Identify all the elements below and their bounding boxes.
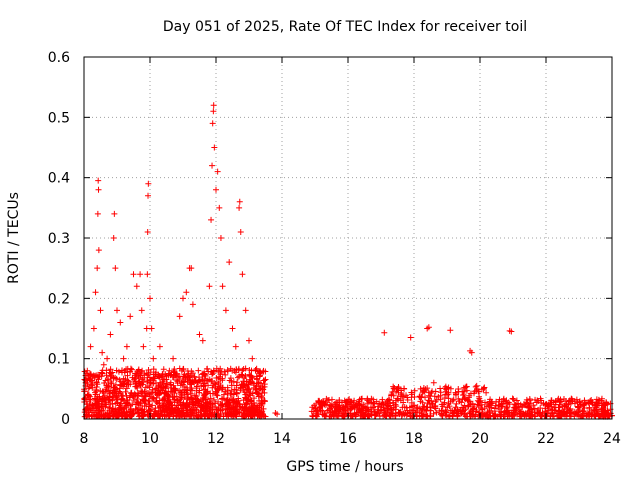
- data-point: [124, 344, 130, 350]
- data-point: [210, 108, 216, 114]
- data-point: [183, 289, 189, 295]
- data-point: [223, 307, 229, 313]
- grid-lines: [84, 57, 612, 419]
- data-point: [200, 338, 206, 344]
- data-point: [381, 330, 387, 336]
- x-tick-label: 24: [603, 431, 621, 447]
- data-point: [246, 338, 252, 344]
- data-point: [144, 271, 150, 277]
- data-point: [170, 356, 176, 362]
- data-point: [96, 247, 102, 253]
- data-point: [216, 205, 222, 211]
- data-point: [218, 235, 224, 241]
- data-point: [408, 394, 414, 400]
- data-point: [190, 301, 196, 307]
- data-point: [111, 235, 117, 241]
- data-point: [101, 362, 107, 368]
- data-point: [98, 307, 104, 313]
- data-point: [249, 356, 255, 362]
- data-point: [99, 350, 105, 356]
- data-point: [134, 283, 140, 289]
- data-point: [127, 313, 133, 319]
- data-point: [95, 178, 101, 184]
- data-point: [233, 344, 239, 350]
- x-tick-label: 14: [273, 431, 291, 447]
- data-point: [213, 187, 219, 193]
- data-point: [91, 326, 97, 332]
- data-point: [237, 199, 243, 205]
- data-point: [238, 229, 244, 235]
- data-point: [139, 307, 145, 313]
- data-point: [114, 307, 120, 313]
- y-tick-label: 0.4: [48, 171, 70, 187]
- data-point: [431, 380, 437, 386]
- data-point: [197, 332, 203, 338]
- data-point: [111, 211, 117, 217]
- data-point: [177, 313, 183, 319]
- data-point: [112, 265, 118, 271]
- data-point: [157, 344, 163, 350]
- data-point: [104, 356, 110, 362]
- data-point: [243, 307, 249, 313]
- roti-scatter-chart: 8 10 12 14 16 18 20 22 24 0 0.1 0.2 0.3 0.4 0.5 0.6 Da…: [0, 0, 640, 480]
- data-point: [93, 289, 99, 295]
- y-tick-label: 0.2: [48, 291, 70, 307]
- data-point: [88, 344, 94, 350]
- x-axis-title: GPS time / hours: [286, 459, 403, 475]
- data-point: [195, 368, 201, 374]
- chart-title: Day 051 of 2025, Rate Of TEC Index for r…: [163, 19, 527, 35]
- data-point: [211, 102, 217, 108]
- data-point: [117, 319, 123, 325]
- data-point: [329, 397, 335, 403]
- y-tick-label: 0.3: [48, 231, 70, 247]
- data-point: [114, 376, 120, 382]
- data-point: [161, 366, 167, 372]
- data-point: [208, 217, 214, 223]
- data-point: [236, 205, 242, 211]
- x-tick-label: 16: [339, 431, 357, 447]
- data-point: [474, 383, 480, 389]
- x-tick-label: 22: [537, 431, 555, 447]
- data-point: [408, 335, 414, 341]
- data-point: [180, 295, 186, 301]
- x-tick-label: 20: [471, 431, 489, 447]
- y-axis-title: ROTI / TECUs: [6, 192, 22, 284]
- x-tick-labels: 8 10 12 14 16 18 20 22 24: [80, 431, 621, 447]
- x-tick-label: 12: [207, 431, 225, 447]
- data-point: [149, 326, 155, 332]
- data-point: [150, 356, 156, 362]
- x-tick-label: 10: [141, 431, 159, 447]
- data-point: [107, 332, 113, 338]
- data-point: [210, 120, 216, 126]
- data-point: [209, 163, 215, 169]
- data-point: [239, 271, 245, 277]
- y-tick-labels: 0 0.1 0.2 0.3 0.4 0.5 0.6: [48, 50, 70, 428]
- y-tick-label: 0.1: [48, 352, 70, 368]
- y-tick-label: 0.5: [48, 110, 70, 126]
- y-tick-label: 0.6: [48, 50, 70, 66]
- data-point: [206, 283, 212, 289]
- data-point: [510, 396, 516, 402]
- data-point: [140, 344, 146, 350]
- data-point: [437, 386, 443, 392]
- data-point: [94, 265, 100, 271]
- x-tick-label: 18: [405, 431, 423, 447]
- data-point: [147, 295, 153, 301]
- data-point: [220, 283, 226, 289]
- data-point: [137, 271, 143, 277]
- data-point: [121, 356, 127, 362]
- data-point: [226, 259, 232, 265]
- data-point: [131, 271, 137, 277]
- data-point: [607, 401, 613, 407]
- x-tick-label: 8: [80, 431, 89, 447]
- data-point: [96, 187, 102, 193]
- data-point: [447, 327, 453, 333]
- data-point: [230, 326, 236, 332]
- y-tick-label: 0: [61, 412, 70, 428]
- data-point: [95, 211, 101, 217]
- data-point: [134, 383, 140, 389]
